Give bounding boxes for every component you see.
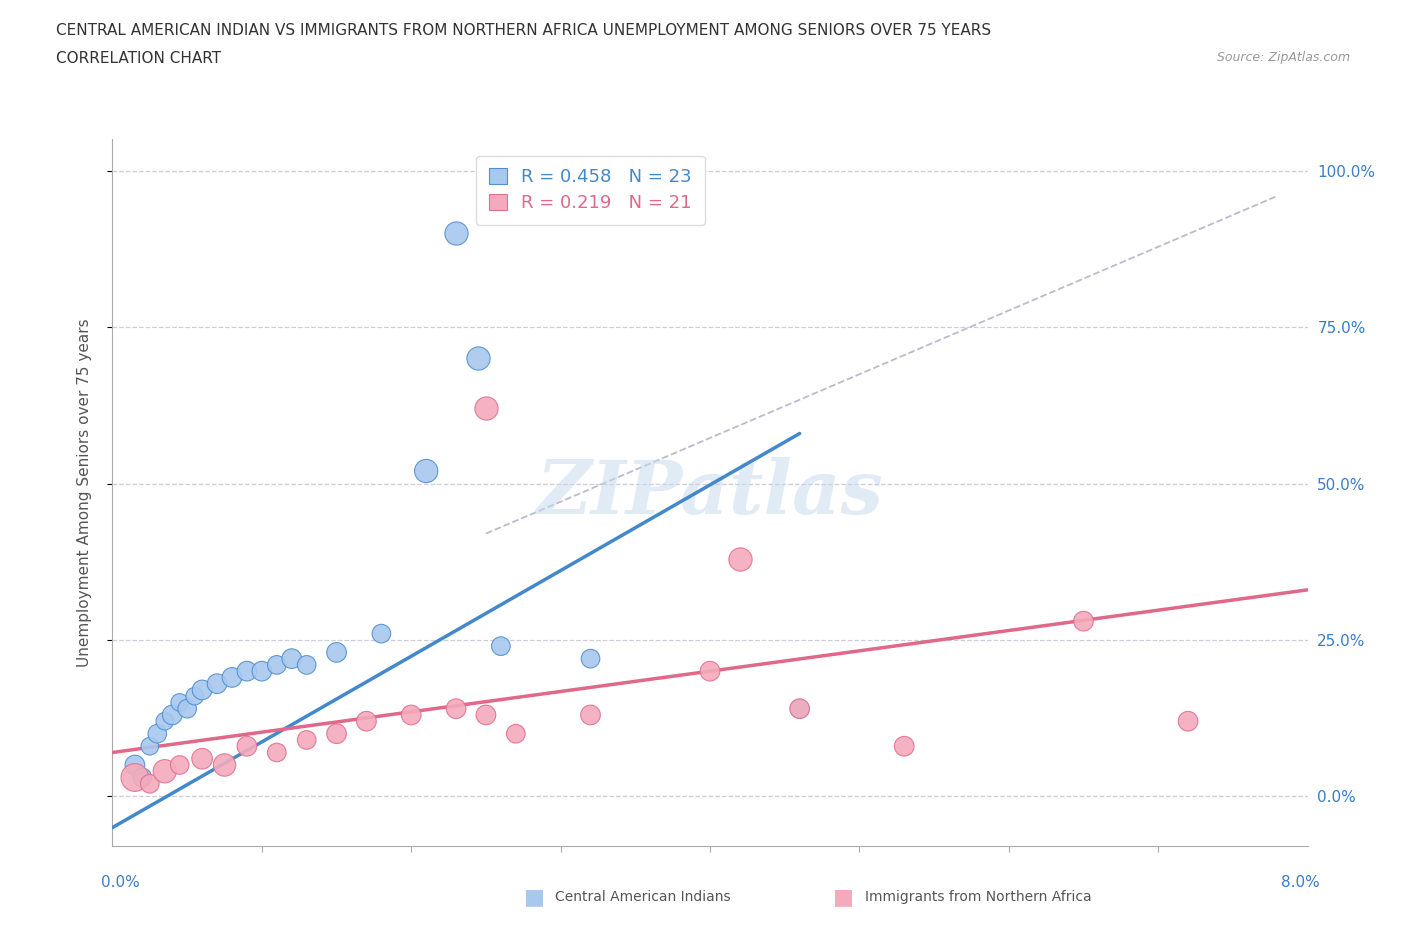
- Point: [505, 726, 527, 741]
- Point: [205, 676, 228, 691]
- Point: [153, 713, 176, 728]
- Text: CORRELATION CHART: CORRELATION CHART: [56, 51, 221, 66]
- Point: [325, 726, 347, 741]
- Point: [266, 658, 288, 672]
- Point: [579, 708, 602, 723]
- Text: ZIPatlas: ZIPatlas: [537, 457, 883, 529]
- Point: [139, 777, 162, 791]
- Point: [295, 733, 318, 748]
- Point: [475, 708, 498, 723]
- Point: [146, 726, 169, 741]
- Point: [139, 738, 162, 753]
- Point: [191, 751, 214, 766]
- Point: [281, 651, 304, 666]
- Text: Immigrants from Northern Africa: Immigrants from Northern Africa: [865, 890, 1091, 905]
- Point: [266, 745, 288, 760]
- Point: [467, 351, 489, 365]
- Point: [295, 658, 318, 672]
- Text: ■: ■: [524, 887, 544, 908]
- Point: [475, 401, 498, 416]
- Point: [169, 695, 191, 710]
- Point: [124, 770, 146, 785]
- Point: [131, 770, 153, 785]
- Text: Central American Indians: Central American Indians: [555, 890, 731, 905]
- Point: [370, 626, 392, 641]
- Point: [1073, 614, 1095, 629]
- Point: [176, 701, 198, 716]
- Point: [789, 701, 811, 716]
- Point: [236, 664, 259, 679]
- Point: [124, 758, 146, 773]
- Point: [221, 670, 243, 684]
- Point: [236, 738, 259, 753]
- Point: [356, 713, 378, 728]
- Point: [415, 463, 437, 478]
- Point: [250, 664, 273, 679]
- Point: [1177, 713, 1199, 728]
- Point: [169, 758, 191, 773]
- Text: 0.0%: 0.0%: [101, 874, 139, 890]
- Point: [789, 701, 811, 716]
- Point: [489, 639, 512, 654]
- Point: [153, 764, 176, 778]
- Point: [162, 708, 183, 723]
- Point: [893, 738, 915, 753]
- Text: CENTRAL AMERICAN INDIAN VS IMMIGRANTS FROM NORTHERN AFRICA UNEMPLOYMENT AMONG SE: CENTRAL AMERICAN INDIAN VS IMMIGRANTS FR…: [56, 23, 991, 38]
- Point: [214, 758, 236, 773]
- Legend: R = 0.458   N = 23, R = 0.219   N = 21: R = 0.458 N = 23, R = 0.219 N = 21: [477, 155, 704, 225]
- Point: [191, 683, 214, 698]
- Text: 8.0%: 8.0%: [1281, 874, 1319, 890]
- Point: [444, 226, 467, 241]
- Point: [579, 651, 602, 666]
- Y-axis label: Unemployment Among Seniors over 75 years: Unemployment Among Seniors over 75 years: [77, 319, 91, 667]
- Point: [183, 689, 205, 704]
- Point: [325, 645, 347, 660]
- Point: [699, 664, 721, 679]
- Text: ■: ■: [834, 887, 853, 908]
- Point: [728, 551, 751, 566]
- Text: Source: ZipAtlas.com: Source: ZipAtlas.com: [1216, 51, 1350, 64]
- Point: [401, 708, 423, 723]
- Point: [444, 701, 467, 716]
